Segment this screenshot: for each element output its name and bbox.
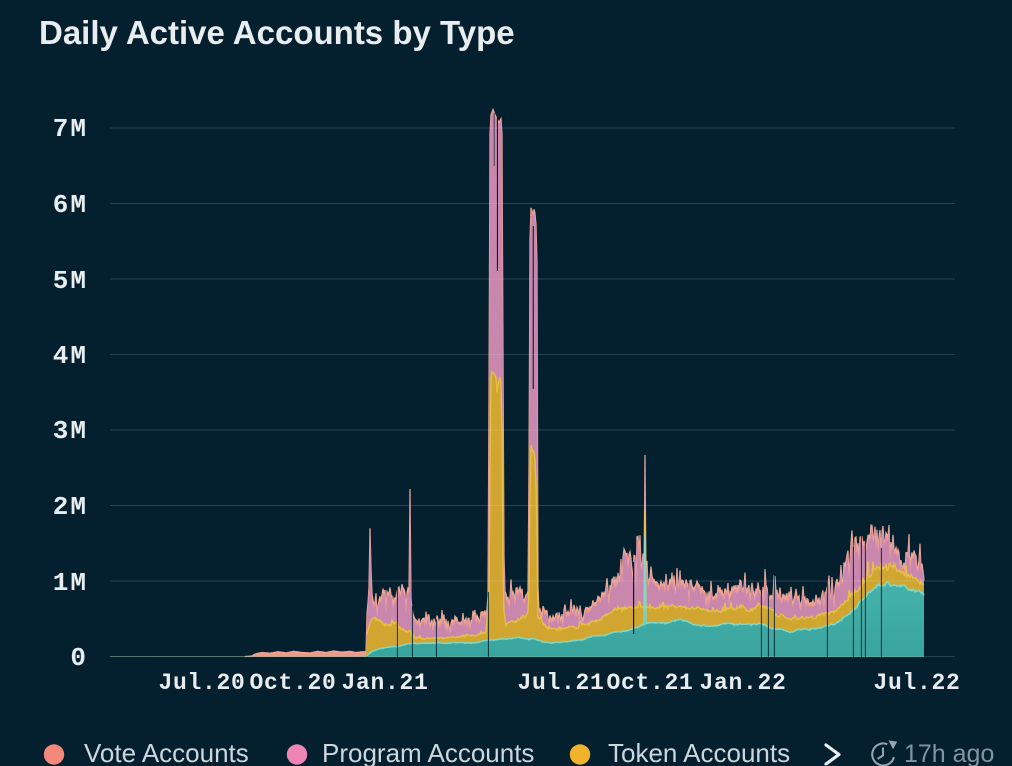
svg-text:1M: 1M (53, 568, 88, 598)
svg-text:2M: 2M (53, 492, 88, 522)
svg-text:Program Accounts: Program Accounts (322, 738, 534, 766)
svg-text:4M: 4M (53, 341, 88, 371)
svg-text:Jan.21: Jan.21 (341, 670, 428, 696)
svg-text:17h ago: 17h ago (904, 740, 994, 766)
svg-text:Oct.20: Oct.20 (249, 670, 336, 696)
svg-text:Jul.20: Jul.20 (158, 670, 245, 696)
svg-text:7M: 7M (53, 114, 88, 144)
svg-text:6M: 6M (53, 190, 88, 220)
svg-text:3M: 3M (53, 416, 88, 446)
svg-text:5M: 5M (53, 266, 88, 296)
svg-text:Daily Active Accounts by Type: Daily Active Accounts by Type (39, 14, 515, 51)
svg-text:0: 0 (70, 643, 88, 673)
svg-text:Jan.22: Jan.22 (699, 670, 786, 696)
svg-text:Jul.22: Jul.22 (873, 670, 960, 696)
svg-text:Token Accounts: Token Accounts (608, 738, 790, 766)
svg-text:Vote Accounts: Vote Accounts (84, 738, 249, 766)
svg-text:Oct.21: Oct.21 (606, 670, 693, 696)
svg-text:Jul.21: Jul.21 (517, 670, 604, 696)
